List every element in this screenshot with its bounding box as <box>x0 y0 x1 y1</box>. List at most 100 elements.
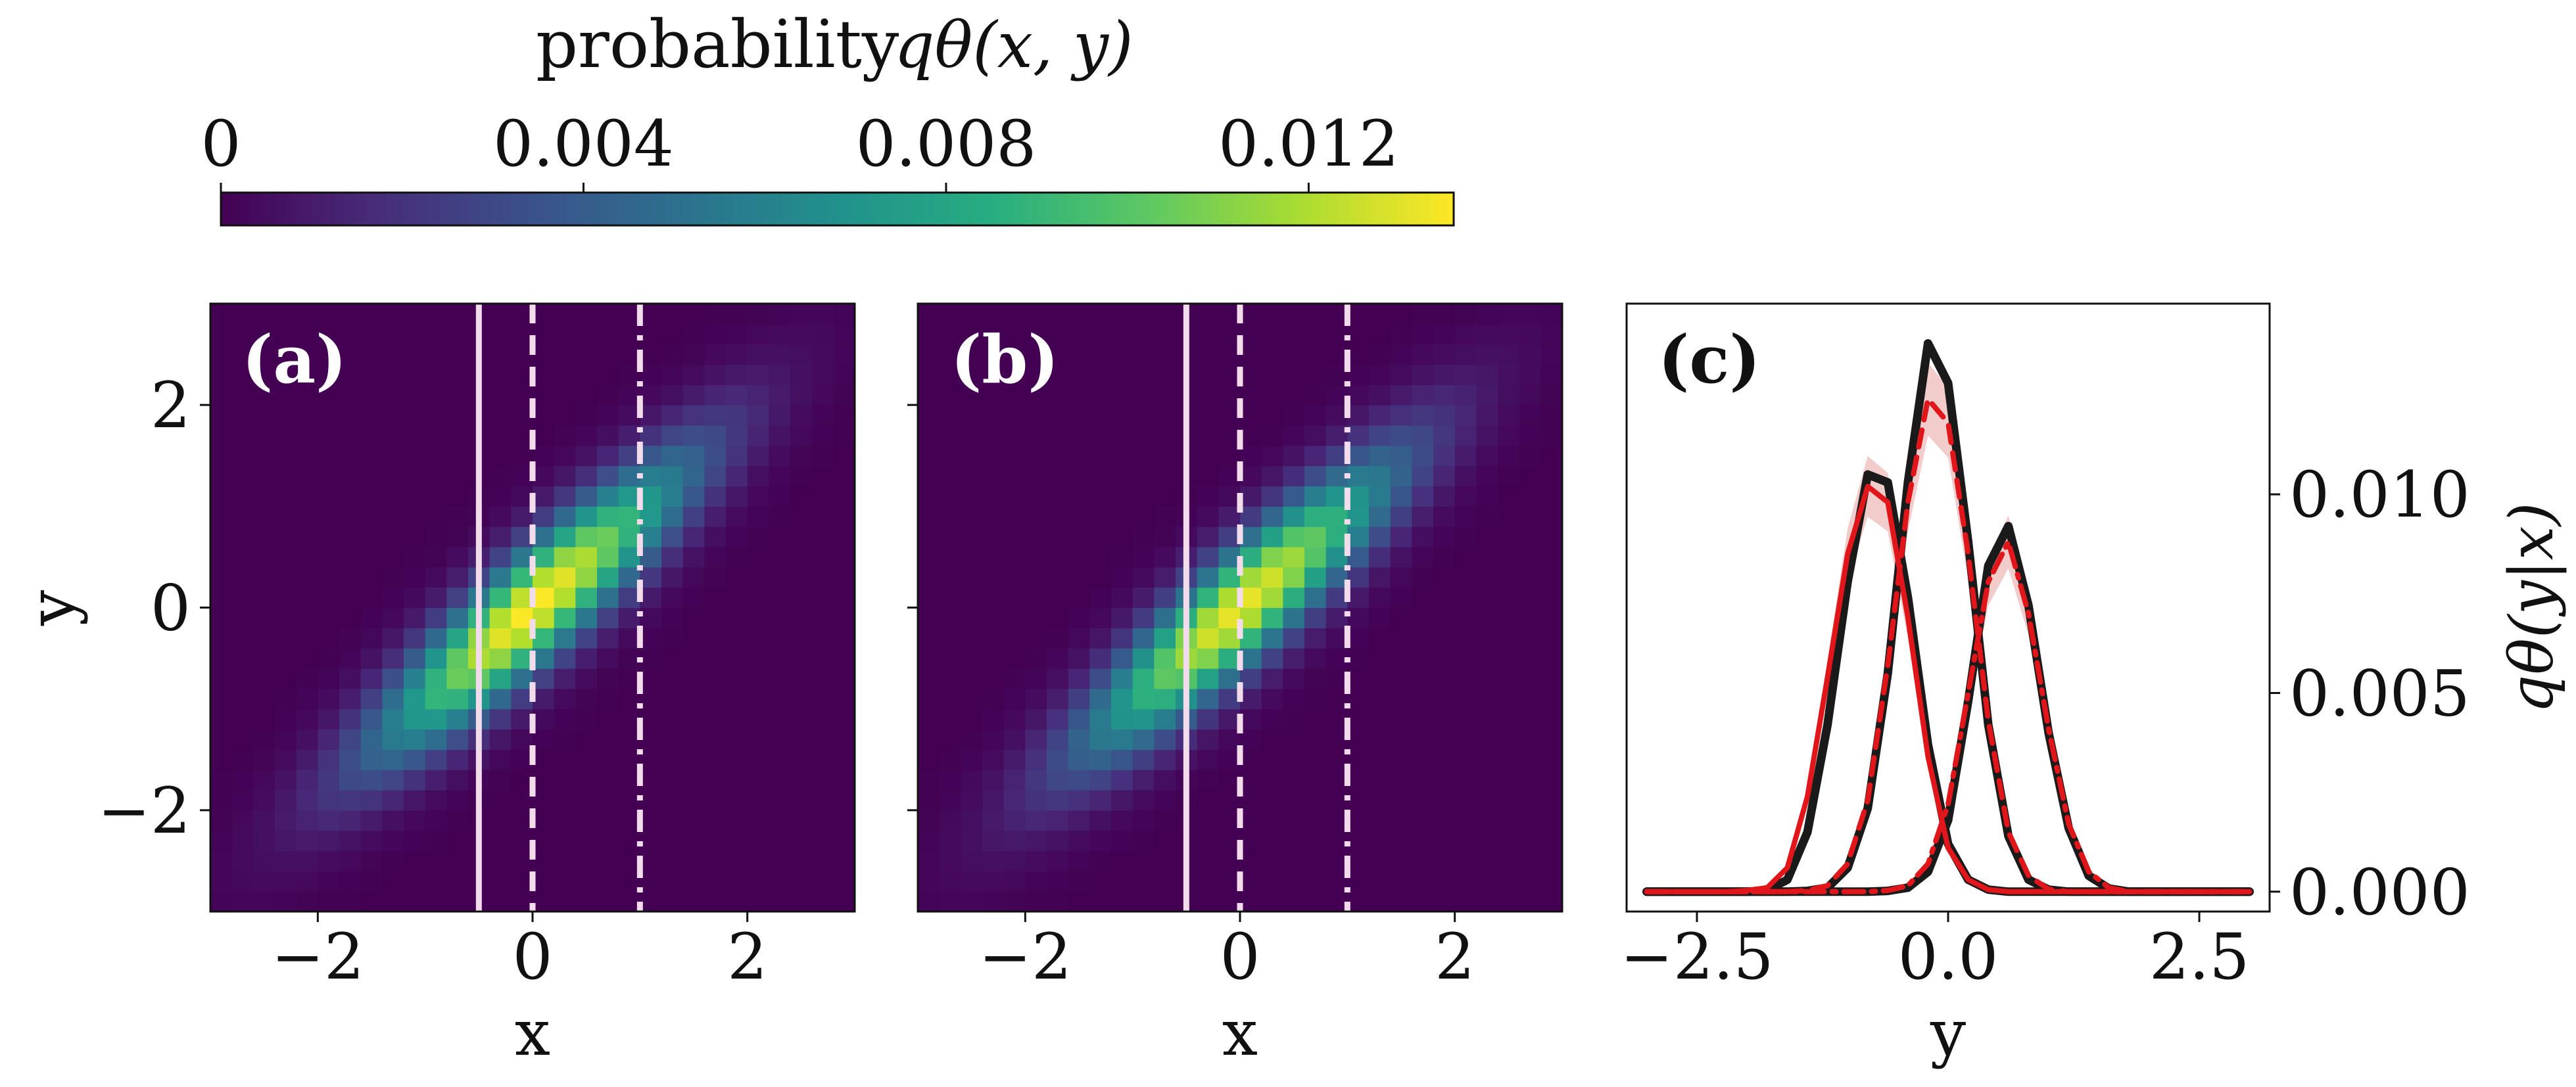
heatmap-cell <box>1261 323 1283 345</box>
heatmap-cell <box>339 547 362 568</box>
heatmap-cell <box>982 729 1005 750</box>
heatmap-cell <box>1498 628 1520 649</box>
heatmap-cell <box>1132 547 1155 568</box>
heatmap-cell <box>446 344 469 365</box>
heatmap-cell <box>1454 891 1477 912</box>
heatmap-cell <box>769 850 791 871</box>
heatmap-cell <box>597 526 619 547</box>
heatmap-cell <box>210 547 233 568</box>
heatmap-cell <box>1068 648 1090 669</box>
heatmap-cell <box>404 547 426 568</box>
heatmap-cell <box>1111 547 1133 568</box>
heatmap-cell <box>1347 810 1370 831</box>
heatmap-cell <box>575 708 598 730</box>
heatmap-cell <box>275 891 297 912</box>
heatmap-cell <box>918 607 940 628</box>
heatmap-cell <box>833 547 855 568</box>
heatmap-cell <box>1369 628 1391 649</box>
heatmap-cell <box>704 526 727 547</box>
heatmap-cell <box>1476 445 1498 467</box>
heatmap-cell <box>575 871 598 892</box>
heatmap-cell <box>1454 607 1477 628</box>
heatmap-cell <box>210 445 233 467</box>
heatmap-cell <box>1476 770 1498 791</box>
heatmap-cell <box>1132 304 1155 325</box>
heatmap-cell <box>275 304 297 325</box>
heatmap-cell <box>1197 770 1219 791</box>
heatmap-cell <box>318 304 340 325</box>
heatmap-cell <box>1068 628 1090 649</box>
heatmap-cell <box>575 567 598 588</box>
heatmap-cell <box>360 770 383 791</box>
heatmap-cell <box>489 344 512 365</box>
heatmap-cell <box>1154 304 1176 325</box>
heatmap-cell <box>554 668 576 689</box>
heatmap-cell <box>210 567 233 588</box>
heatmap-cell <box>1304 668 1327 689</box>
heatmap-cell <box>1261 830 1283 852</box>
heatmap-cell <box>1283 891 1305 912</box>
heatmap-cell <box>1540 526 1562 547</box>
heatmap-cell <box>1047 729 1069 750</box>
heatmap-cell <box>918 425 940 446</box>
heatmap-cell <box>1369 770 1391 791</box>
heatmap-cell <box>489 790 512 811</box>
heatmap-cell <box>1454 648 1477 669</box>
heatmap-cell <box>939 729 961 750</box>
heatmap-cell <box>1068 304 1090 325</box>
heatmap-cell <box>640 830 662 852</box>
heatmap-cell <box>339 668 362 689</box>
heatmap-cell <box>618 425 640 446</box>
heatmap-cell <box>1068 850 1090 871</box>
heatmap-cell <box>210 344 233 365</box>
heatmap-cell <box>1047 384 1069 405</box>
heatmap-cell <box>339 708 362 730</box>
heatmap-cell <box>661 790 684 811</box>
heatmap-cell <box>982 465 1005 487</box>
heatmap-cell <box>747 729 769 750</box>
heatmap-cell <box>747 648 769 669</box>
heatmap-cell <box>726 587 748 609</box>
heatmap-cell <box>1498 729 1520 750</box>
heatmap-cell <box>1261 425 1283 446</box>
heatmap-cell <box>811 425 834 446</box>
heatmap-cell <box>1369 323 1391 345</box>
heatmap-cell <box>533 405 555 426</box>
heatmap-cell <box>231 708 254 730</box>
heatmap-cell <box>1540 871 1562 892</box>
heatmap-cell <box>918 891 940 912</box>
heatmap-cell <box>360 790 383 811</box>
heatmap-cell <box>296 547 318 568</box>
heatmap-cell <box>1498 405 1520 426</box>
heatmap-cell <box>275 364 297 385</box>
heatmap-cell <box>1003 628 1026 649</box>
heatmap-cell <box>939 567 961 588</box>
series-line <box>1644 539 2253 894</box>
heatmap-cell <box>1540 749 1562 770</box>
heatmap-cell <box>939 850 961 871</box>
heatmap-cell <box>618 465 640 487</box>
heatmap-cell <box>961 547 983 568</box>
heatmap-cell <box>1240 607 1262 628</box>
heatmap-cell <box>1283 790 1305 811</box>
heatmap-cell <box>1304 567 1327 588</box>
heatmap-cell <box>961 567 983 588</box>
heatmap-cell <box>1154 668 1176 689</box>
heatmap-cell <box>597 871 619 892</box>
heatmap-cell <box>1068 830 1090 852</box>
heatmap-cell <box>1047 607 1069 628</box>
heatmap-cell <box>382 628 404 649</box>
curves-c <box>1642 339 2254 896</box>
heatmap-cell <box>1003 587 1026 609</box>
heatmap-cell <box>360 729 383 750</box>
heatmap-cell <box>1390 708 1412 730</box>
heatmap-cell <box>811 445 834 467</box>
heatmap-cell <box>339 607 362 628</box>
heatmap-cell <box>1390 729 1412 750</box>
heatmap-cell <box>982 607 1005 628</box>
heatmap-cell <box>1283 364 1305 385</box>
heatmap-cell <box>833 729 855 750</box>
heatmap-cell <box>1498 547 1520 568</box>
heatmap-cell <box>747 850 769 871</box>
heatmap-cell <box>618 749 640 770</box>
